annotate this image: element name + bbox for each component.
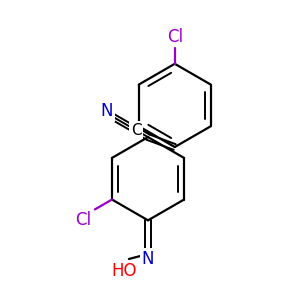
Text: Cl: Cl [167, 28, 183, 46]
Text: N: N [142, 250, 154, 268]
Text: N: N [100, 102, 113, 120]
Text: Cl: Cl [75, 212, 91, 230]
Text: C: C [131, 123, 141, 138]
Text: HO: HO [111, 262, 137, 280]
